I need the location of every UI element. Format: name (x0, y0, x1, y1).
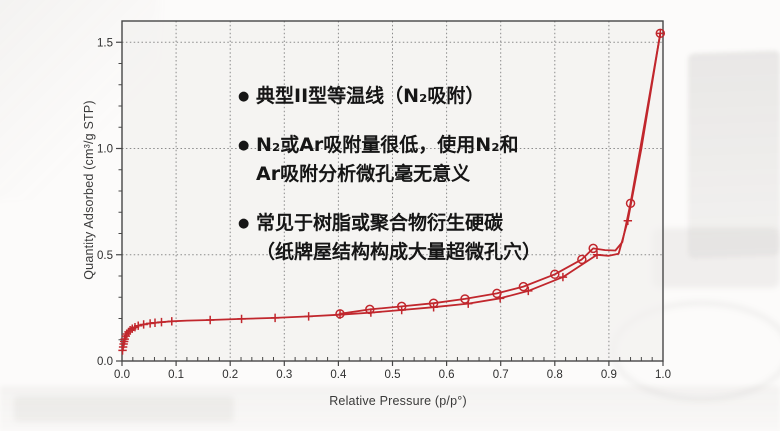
x-tick-label: 0.2 (222, 369, 238, 381)
x-tick-label: 0.1 (168, 369, 184, 381)
bullet-icon: ● (238, 138, 250, 153)
x-tick-label: 0.5 (385, 369, 401, 381)
bullet-item: ● 常见于树脂或聚合物衍生硬碳 （纸牌屋结构构成大量超微孔穴） (238, 209, 638, 267)
plot-frame (121, 20, 664, 362)
bullet-line: （纸牌屋结构构成大量超微孔穴） (256, 241, 542, 263)
bullet-lines: 常见于树脂或聚合物衍生硬碳 （纸牌屋结构构成大量超微孔穴） (256, 209, 638, 267)
y-axis-label: Quantity Adsorbed (cm³/g STP) (82, 100, 96, 280)
y-tick-label: 0.0 (97, 356, 113, 368)
x-tick-label: 0.8 (547, 369, 563, 381)
desorption-curve (339, 32, 662, 315)
bullet-item: ● N₂或Ar吸附量很低，使用N₂和 Ar吸附分析微孔毫无意义 (238, 131, 638, 189)
x-tick-label: 0.3 (276, 369, 292, 381)
bullet-list: ● 典型II型等温线（N₂吸附） ● N₂或Ar吸附量很低，使用N₂和 Ar吸附分析微孔… (238, 82, 638, 287)
bullet-item: ● 典型II型等温线（N₂吸附） (238, 82, 638, 111)
circle-marker (655, 28, 666, 39)
plus-marker (558, 272, 568, 282)
plus-marker (167, 317, 176, 326)
plus-marker (237, 314, 246, 324)
y-tick-label: 1.5 (97, 37, 113, 49)
circle-marker (518, 281, 529, 292)
circle-marker (577, 254, 587, 265)
circle-marker (550, 269, 560, 280)
plus-marker (157, 317, 166, 327)
circle-marker (625, 198, 636, 209)
circle-marker (335, 309, 345, 319)
circle-marker (396, 301, 407, 312)
plus-marker (592, 250, 602, 259)
y-tick-label: 1.0 (97, 144, 113, 156)
circle-marker (428, 298, 439, 308)
y-tick-label: 0.5 (97, 250, 113, 262)
plus-marker (139, 320, 148, 329)
adsorption-markers (118, 29, 665, 355)
x-tick-label: 0.4 (330, 369, 347, 381)
bullet-line: N₂或Ar吸附量很低，使用N₂和 (256, 134, 519, 156)
plus-marker (270, 313, 280, 323)
bullet-icon: ● (238, 216, 250, 231)
x-tick-label: 0.7 (493, 369, 509, 381)
x-tick-label: 1.0 (655, 369, 671, 381)
circle-marker (365, 304, 375, 315)
plot-area (122, 21, 663, 361)
desorption-markers (335, 28, 666, 319)
x-axis-label: Relative Pressure (p/p°) (329, 394, 467, 408)
bullet-line: Ar吸附分析微孔毫无意义 (256, 163, 471, 185)
x-tick-label: 0.0 (114, 369, 130, 381)
bullet-lines: N₂或Ar吸附量很低，使用N₂和 Ar吸附分析微孔毫无意义 (256, 131, 638, 189)
circle-marker (588, 243, 598, 254)
circle-marker (460, 294, 470, 304)
x-tick-label: 0.6 (439, 369, 455, 381)
plus-marker (134, 321, 143, 330)
plus-marker (205, 315, 215, 325)
plus-marker (304, 312, 313, 321)
bullet-line: 典型II型等温线（N₂吸附） (256, 85, 485, 107)
bullet-icon: ● (238, 89, 250, 104)
circle-marker (492, 288, 502, 299)
bullet-lines: 典型II型等温线（N₂吸附） (256, 82, 638, 111)
bullet-line: 常见于树脂或聚合物衍生硬碳 (256, 212, 504, 234)
x-tick-label: 0.9 (601, 369, 617, 381)
